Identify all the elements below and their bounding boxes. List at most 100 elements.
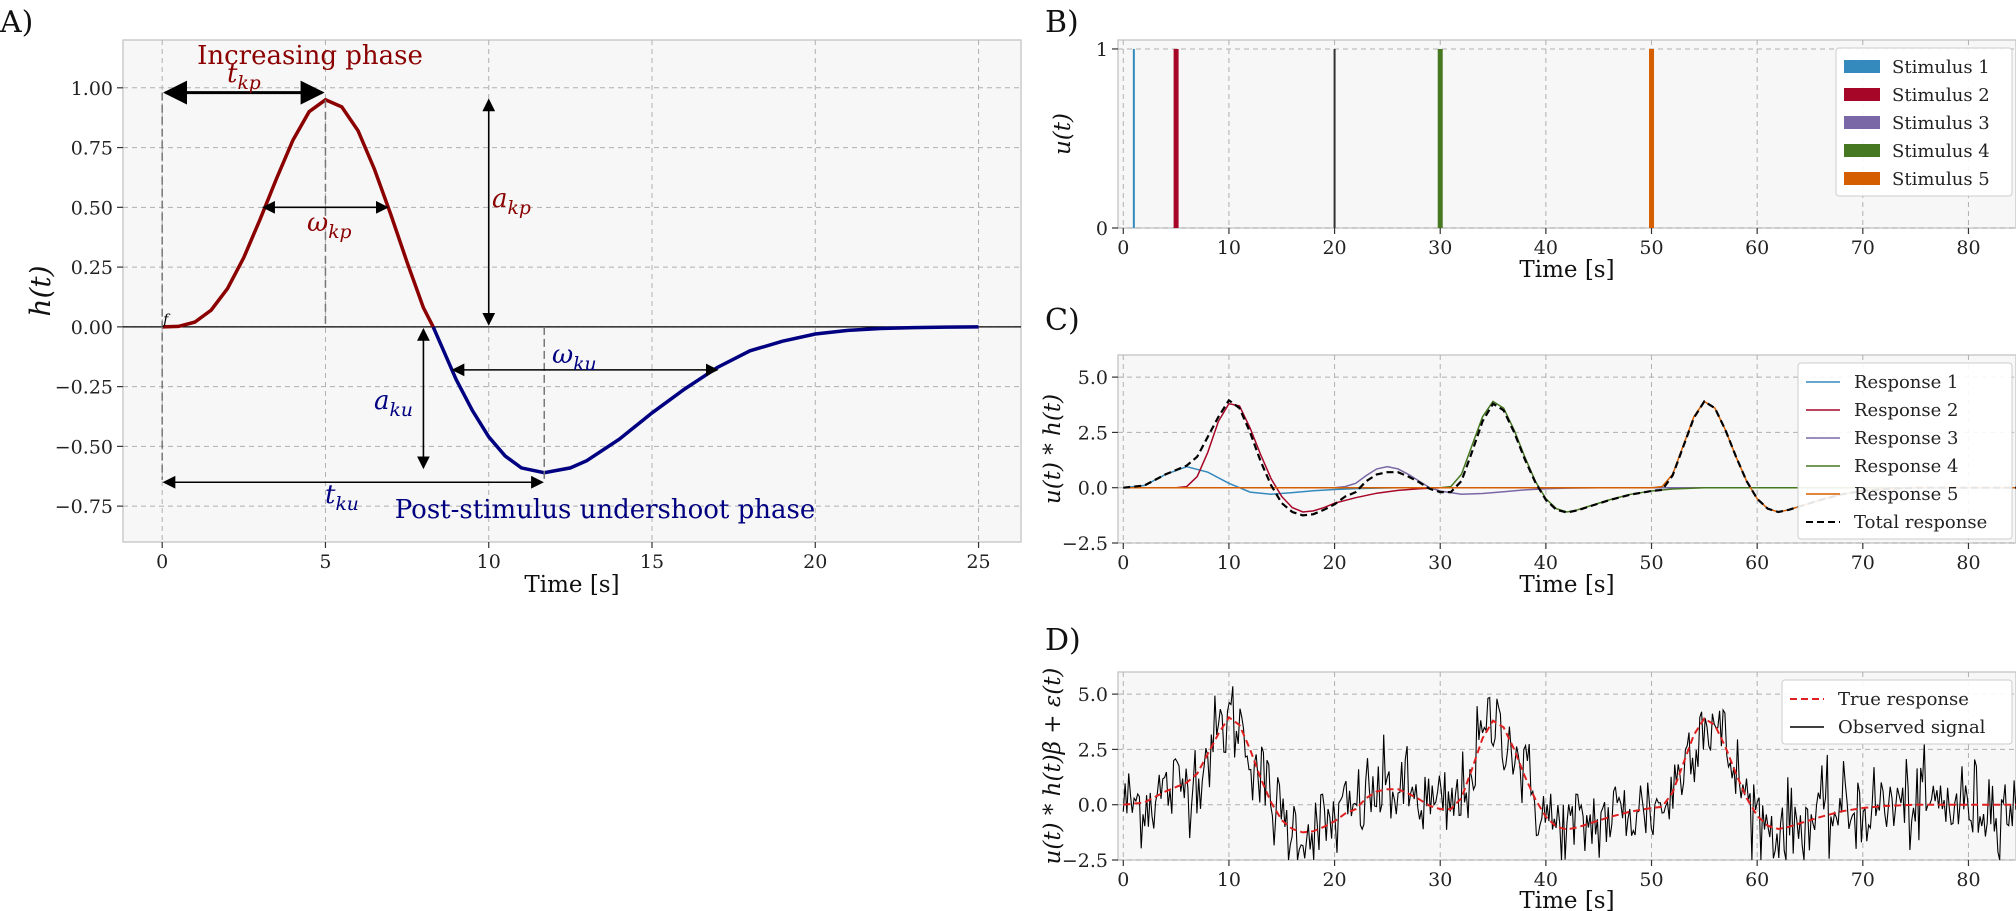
panel-a-annotations: Increasing phase Post-stimulus undershoot… xyxy=(161,41,815,525)
true-response-line xyxy=(1123,715,2016,834)
tick-label-x: 0 xyxy=(1117,552,1129,574)
a-kp-label: akp xyxy=(492,184,531,219)
legend-label-3: Stimulus 3 xyxy=(1892,113,1990,134)
panel-a-ylabel: h(t) xyxy=(24,265,57,316)
tick-label-y: 5.0 xyxy=(1078,684,1108,706)
a-ku-label: aku xyxy=(374,386,413,421)
tick-label-x: 20 xyxy=(803,551,827,573)
panel-b-ylabel: u(t) xyxy=(1050,113,1076,155)
tick-label-x: 50 xyxy=(1639,237,1663,259)
panel-d-observed-plot: 0 10 20 30 40 50 60 70 80 −2.5 0.0 2.5 5.0 True resp… xyxy=(1040,668,2016,911)
tick-label-x: 0 xyxy=(156,551,168,573)
tick-label-x: 30 xyxy=(1428,237,1452,259)
tick-label-y: 0.75 xyxy=(71,138,113,160)
panel-b-stimulus-marks xyxy=(1132,48,1655,229)
tick-label-x: 60 xyxy=(1745,237,1769,259)
panel-b-legend: Stimulus 1 Stimulus 2 Stimulus 3 Stimulus 4… xyxy=(1835,47,2013,197)
legend-box xyxy=(1781,679,2013,745)
tick-label-x: 70 xyxy=(1851,552,1875,574)
tick-label-x: 60 xyxy=(1745,869,1769,891)
legend-label-1: True response xyxy=(1838,689,1969,710)
tick-label-x: 50 xyxy=(1639,869,1663,891)
stimulus-bar-4 xyxy=(1437,48,1443,229)
legend-label-3: Response 3 xyxy=(1854,428,1958,449)
panel-b-ticks: 0 10 20 30 40 50 60 70 80 0 1 xyxy=(1096,39,1981,259)
panel-d-ylabel: u(t) * h(t)β + ε(t) xyxy=(1040,668,1066,865)
legend-swatch-2 xyxy=(1844,88,1880,101)
tick-label-x: 40 xyxy=(1534,552,1558,574)
tick-label-x: 20 xyxy=(1322,552,1346,574)
panel-a-curves xyxy=(123,97,1021,475)
tick-label-x: 50 xyxy=(1639,552,1663,574)
legend-label-2: Observed signal xyxy=(1838,717,1986,738)
panel-label-d: D) xyxy=(1045,623,1081,658)
tick-label-x: 70 xyxy=(1851,237,1875,259)
tick-label-x: 20 xyxy=(1322,869,1346,891)
tick-label-x: 80 xyxy=(1956,869,1980,891)
tick-label-y: 0 xyxy=(1096,218,1108,240)
panel-c-ticks: 0 10 20 30 40 50 60 70 80 −2.5 0.0 2.5 5.0 xyxy=(1062,367,1981,574)
panel-label-b: B) xyxy=(1045,5,1079,40)
response-line-3 xyxy=(1123,465,2016,496)
tick-label-x: 40 xyxy=(1534,237,1558,259)
legend-swatch-3 xyxy=(1844,116,1880,129)
panel-d-ticks: 0 10 20 30 40 50 60 70 80 −2.5 0.0 2.5 5.0 xyxy=(1062,684,1981,891)
undershoot-phase-curve xyxy=(431,325,979,475)
tick-label-x: 30 xyxy=(1428,552,1452,574)
tick-label-y: 2.5 xyxy=(1078,422,1108,444)
tick-label-x: 70 xyxy=(1851,869,1875,891)
tick-label-y: −0.50 xyxy=(55,436,113,458)
tick-label-x: 40 xyxy=(1534,869,1558,891)
tick-label-y: −0.75 xyxy=(55,496,113,518)
tick-label-x: 80 xyxy=(1956,237,1980,259)
tick-label-y: −0.25 xyxy=(55,377,113,399)
tick-label-y: 1 xyxy=(1096,39,1108,61)
panel-b-stimulus-plot: 0 10 20 30 40 50 60 70 80 0 1 Stimulus 1 Stimulus 2… xyxy=(1050,39,2016,283)
legend-label-6: Total response xyxy=(1854,512,1987,533)
tick-label-y: 1.00 xyxy=(71,78,113,100)
legend-label-2: Response 2 xyxy=(1854,400,1958,421)
tick-label-x: 10 xyxy=(1217,552,1241,574)
t-kp-label: tkp xyxy=(227,59,261,94)
tick-label-x: 0 xyxy=(1117,869,1129,891)
panel-d-legend: True response Observed signal xyxy=(1781,679,2013,745)
response-line-2 xyxy=(1123,402,2016,513)
panel-c-response-lines xyxy=(1123,398,2016,517)
legend-label-1: Stimulus 1 xyxy=(1892,57,1990,78)
stimulus-bar-3 xyxy=(1333,48,1336,229)
legend-box xyxy=(1797,362,2013,540)
tick-label-x: 20 xyxy=(1322,237,1346,259)
panel-d-xlabel: Time [s] xyxy=(1519,888,1614,911)
tick-label-x: 0 xyxy=(1117,237,1129,259)
legend-swatch-5 xyxy=(1844,172,1880,185)
panel-a-background xyxy=(122,39,1022,543)
observed-signal-line xyxy=(1122,686,2016,861)
tick-label-y: 0.0 xyxy=(1078,478,1108,500)
stimulus-bar-1 xyxy=(1132,48,1135,229)
tick-label-y: 0.25 xyxy=(71,257,113,279)
tick-label-y: 0.0 xyxy=(1078,795,1108,817)
panel-b-xlabel: Time [s] xyxy=(1519,257,1614,283)
panel-c-ylabel: u(t) * h(t) xyxy=(1040,394,1066,504)
tick-label-x: 10 xyxy=(1217,869,1241,891)
tick-label-x: 10 xyxy=(1217,237,1241,259)
panel-label-c: C) xyxy=(1045,303,1080,338)
panel-a-xlabel: Time [s] xyxy=(524,572,619,598)
legend-label-4: Stimulus 4 xyxy=(1892,141,1990,162)
panel-c-legend: Response 1 Response 2 Response 3 Response 4… xyxy=(1797,362,2013,540)
panel-a-hrf-plot: 0 5 10 15 20 25 −0.75 −0.50 −0.25 0.00 0.25 0.50 0.7… xyxy=(24,39,1022,598)
legend-label-2: Stimulus 2 xyxy=(1892,85,1990,106)
total-response-line xyxy=(1123,398,2016,517)
tick-label-y: 0.50 xyxy=(71,197,113,219)
panel-label-a: A) xyxy=(0,5,33,40)
tick-label-x: 10 xyxy=(477,551,501,573)
legend-label-1: Response 1 xyxy=(1854,372,1958,393)
panel-a-ticks: 0 5 10 15 20 25 −0.75 −0.50 −0.25 0.00 0.25 0.50 0.7… xyxy=(55,78,991,573)
stimulus-bar-5 xyxy=(1649,48,1655,229)
tick-label-y: −2.5 xyxy=(1062,850,1108,872)
stimulus-bar-2 xyxy=(1173,48,1179,229)
panel-c-response-plot: 0 10 20 30 40 50 60 70 80 −2.5 0.0 2.5 5.0 Response … xyxy=(1040,354,2016,598)
t-ku-label: tku xyxy=(325,480,359,515)
omega-ku-label: ωku xyxy=(552,340,597,375)
